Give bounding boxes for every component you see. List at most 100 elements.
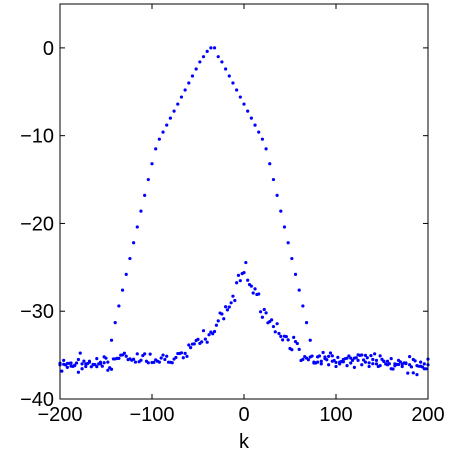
x-tick-label: −200 bbox=[37, 404, 82, 426]
data-point bbox=[253, 287, 257, 291]
data-point bbox=[246, 278, 250, 282]
data-point bbox=[95, 365, 99, 369]
data-point bbox=[163, 357, 167, 362]
data-point bbox=[236, 273, 241, 277]
data-point bbox=[60, 369, 64, 373]
data-point bbox=[128, 256, 132, 261]
data-point bbox=[316, 360, 320, 364]
data-point bbox=[282, 225, 287, 229]
data-point bbox=[290, 348, 294, 352]
data-point bbox=[352, 365, 356, 369]
data-point bbox=[185, 354, 189, 358]
data-point bbox=[200, 340, 204, 344]
data-point bbox=[229, 301, 233, 305]
x-tick-label: 0 bbox=[238, 404, 249, 426]
data-point bbox=[319, 362, 323, 366]
data-point bbox=[139, 358, 143, 362]
data-point bbox=[227, 305, 231, 309]
data-point bbox=[246, 109, 250, 113]
data-point bbox=[286, 338, 290, 342]
data-point bbox=[148, 352, 152, 356]
data-point bbox=[301, 304, 305, 308]
data-point bbox=[106, 360, 110, 364]
data-point bbox=[106, 368, 110, 372]
data-point bbox=[74, 361, 79, 365]
data-point bbox=[168, 116, 172, 120]
data-point bbox=[76, 370, 80, 374]
data-point bbox=[398, 360, 402, 364]
data-point bbox=[235, 281, 239, 285]
data-point bbox=[238, 279, 242, 283]
data-point bbox=[183, 351, 187, 355]
y-tick-label: 0 bbox=[43, 38, 54, 60]
data-point bbox=[183, 88, 187, 92]
data-point bbox=[176, 102, 180, 106]
data-point bbox=[146, 177, 150, 182]
data-point bbox=[292, 335, 296, 339]
data-point bbox=[194, 67, 198, 71]
y-tick-label: −30 bbox=[20, 301, 54, 323]
y-tick-label: −10 bbox=[20, 126, 54, 148]
data-point bbox=[304, 321, 309, 325]
data-point bbox=[264, 311, 268, 315]
data-point bbox=[376, 364, 380, 369]
plot-frame bbox=[59, 3, 429, 400]
data-point bbox=[286, 241, 290, 245]
data-point bbox=[152, 360, 156, 364]
data-point bbox=[181, 356, 185, 360]
data-point bbox=[424, 367, 428, 371]
data-point bbox=[400, 364, 404, 369]
data-point bbox=[78, 351, 82, 355]
data-point bbox=[179, 95, 184, 99]
x-axis-label: k bbox=[239, 431, 250, 453]
data-point bbox=[389, 357, 393, 361]
data-point bbox=[262, 307, 266, 312]
data-point bbox=[102, 361, 106, 365]
data-point bbox=[325, 358, 329, 362]
data-point bbox=[334, 364, 338, 369]
data-point bbox=[345, 364, 349, 368]
data-point bbox=[109, 367, 114, 371]
data-point bbox=[275, 193, 279, 197]
data-point bbox=[212, 329, 217, 334]
data-point bbox=[367, 364, 371, 369]
data-point bbox=[279, 209, 283, 213]
data-point bbox=[174, 355, 178, 360]
data-point bbox=[290, 256, 294, 261]
data-point bbox=[371, 357, 375, 362]
data-point bbox=[249, 116, 253, 120]
data-point bbox=[404, 361, 408, 366]
data-point bbox=[190, 74, 195, 78]
data-point bbox=[413, 359, 417, 363]
y-axis-ticks: −40 −30 −20 −10 0 bbox=[20, 38, 428, 411]
data-point bbox=[387, 362, 391, 366]
data-point bbox=[220, 312, 224, 316]
data-point bbox=[422, 362, 426, 366]
data-point bbox=[345, 356, 349, 360]
data-point bbox=[284, 335, 288, 339]
data-point bbox=[306, 358, 310, 362]
data-point bbox=[80, 367, 84, 371]
data-point bbox=[216, 319, 220, 323]
data-point bbox=[279, 334, 283, 338]
data-point bbox=[76, 357, 80, 362]
data-point bbox=[347, 354, 351, 358]
data-point bbox=[310, 354, 314, 358]
data-point bbox=[336, 355, 340, 360]
data-point bbox=[260, 315, 264, 319]
data-point bbox=[301, 357, 305, 361]
data-point bbox=[187, 343, 191, 347]
data-point bbox=[117, 304, 121, 308]
data-point bbox=[220, 60, 224, 64]
data-point bbox=[365, 356, 369, 360]
data-point bbox=[242, 271, 246, 275]
data-point bbox=[80, 362, 84, 366]
data-point bbox=[170, 361, 174, 365]
data-point bbox=[264, 147, 268, 151]
data-point bbox=[143, 193, 147, 197]
data-point bbox=[297, 347, 301, 352]
data-point bbox=[349, 361, 353, 365]
data-point bbox=[408, 363, 412, 367]
data-point bbox=[224, 67, 228, 71]
data-point bbox=[367, 361, 371, 365]
